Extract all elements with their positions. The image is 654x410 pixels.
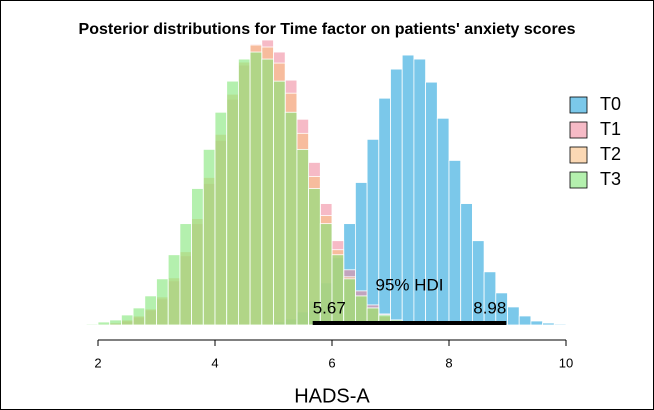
- histogram-bar: [366, 138, 380, 326]
- histogram-bar: [249, 51, 263, 326]
- legend-label: T1: [600, 119, 621, 139]
- histogram-bar: [284, 111, 298, 326]
- histogram-bar: [460, 203, 473, 326]
- histogram-bar: [507, 306, 520, 326]
- histogram-bar: [296, 148, 309, 326]
- histogram-bar: [273, 80, 286, 326]
- x-axis-label: HADS-A: [294, 385, 370, 407]
- x-tick-label: 4: [211, 355, 218, 370]
- histogram-bar: [191, 188, 204, 326]
- legend-swatch: [569, 146, 588, 164]
- legend-label: T3: [600, 169, 621, 189]
- chart-title: Posterior distributions for Time factor …: [79, 21, 576, 38]
- histogram-bar: [132, 307, 146, 326]
- histogram-bar: [85, 323, 99, 326]
- histogram-bar: [518, 315, 532, 326]
- legend-swatch: [569, 171, 588, 189]
- histogram-bar: [156, 278, 169, 326]
- histogram-bar: [530, 320, 544, 326]
- histogram-bar: [553, 323, 567, 326]
- histogram-bar: [202, 148, 216, 326]
- legend-label: T0: [600, 94, 621, 114]
- legend-swatch: [569, 121, 588, 139]
- histogram-bar: [237, 58, 251, 326]
- histogram-bar: [121, 314, 134, 326]
- histogram-bar: [354, 295, 368, 326]
- histogram-bar: [144, 295, 157, 326]
- histogram-bar: [542, 322, 555, 326]
- histogram-bar: [97, 321, 111, 326]
- histogram-bar: [214, 111, 228, 326]
- histogram-bar: [179, 223, 192, 326]
- x-tick-label: 2: [94, 355, 101, 370]
- hdi-high-label: 8.98: [473, 298, 506, 317]
- legend-label: T2: [600, 144, 621, 164]
- histogram-bar: [261, 58, 274, 326]
- histogram-bar: [448, 160, 462, 326]
- x-tick-label: 10: [559, 355, 573, 370]
- hdi-label: 95% HDI: [375, 275, 443, 294]
- x-tick-label: 8: [445, 355, 452, 370]
- histogram-bar: [167, 254, 181, 326]
- histogram-bar: [109, 319, 122, 326]
- legend-swatch: [569, 96, 588, 114]
- histogram-bar: [226, 80, 239, 326]
- x-tick-label: 6: [328, 355, 335, 370]
- hdi-low-label: 5.67: [313, 298, 346, 317]
